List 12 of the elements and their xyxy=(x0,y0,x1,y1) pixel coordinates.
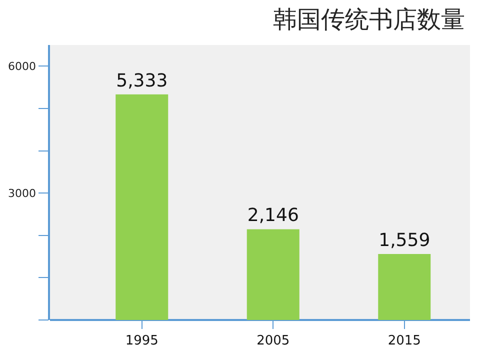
bar xyxy=(116,94,168,320)
x-tick-label: 2015 xyxy=(388,334,421,349)
y-tick-label: 6000 xyxy=(8,60,36,73)
data-label: 5,333 xyxy=(116,70,168,92)
bar xyxy=(246,229,300,320)
data-label: 2,146 xyxy=(247,205,299,226)
x-tick-label: 2005 xyxy=(256,334,290,349)
data-label: 1,559 xyxy=(378,230,430,252)
bar xyxy=(378,254,431,320)
x-tick-label: 1995 xyxy=(125,334,158,349)
y-tick-label: 3000 xyxy=(8,186,36,200)
chart-title: 韩国传统书店数量 xyxy=(273,6,465,34)
